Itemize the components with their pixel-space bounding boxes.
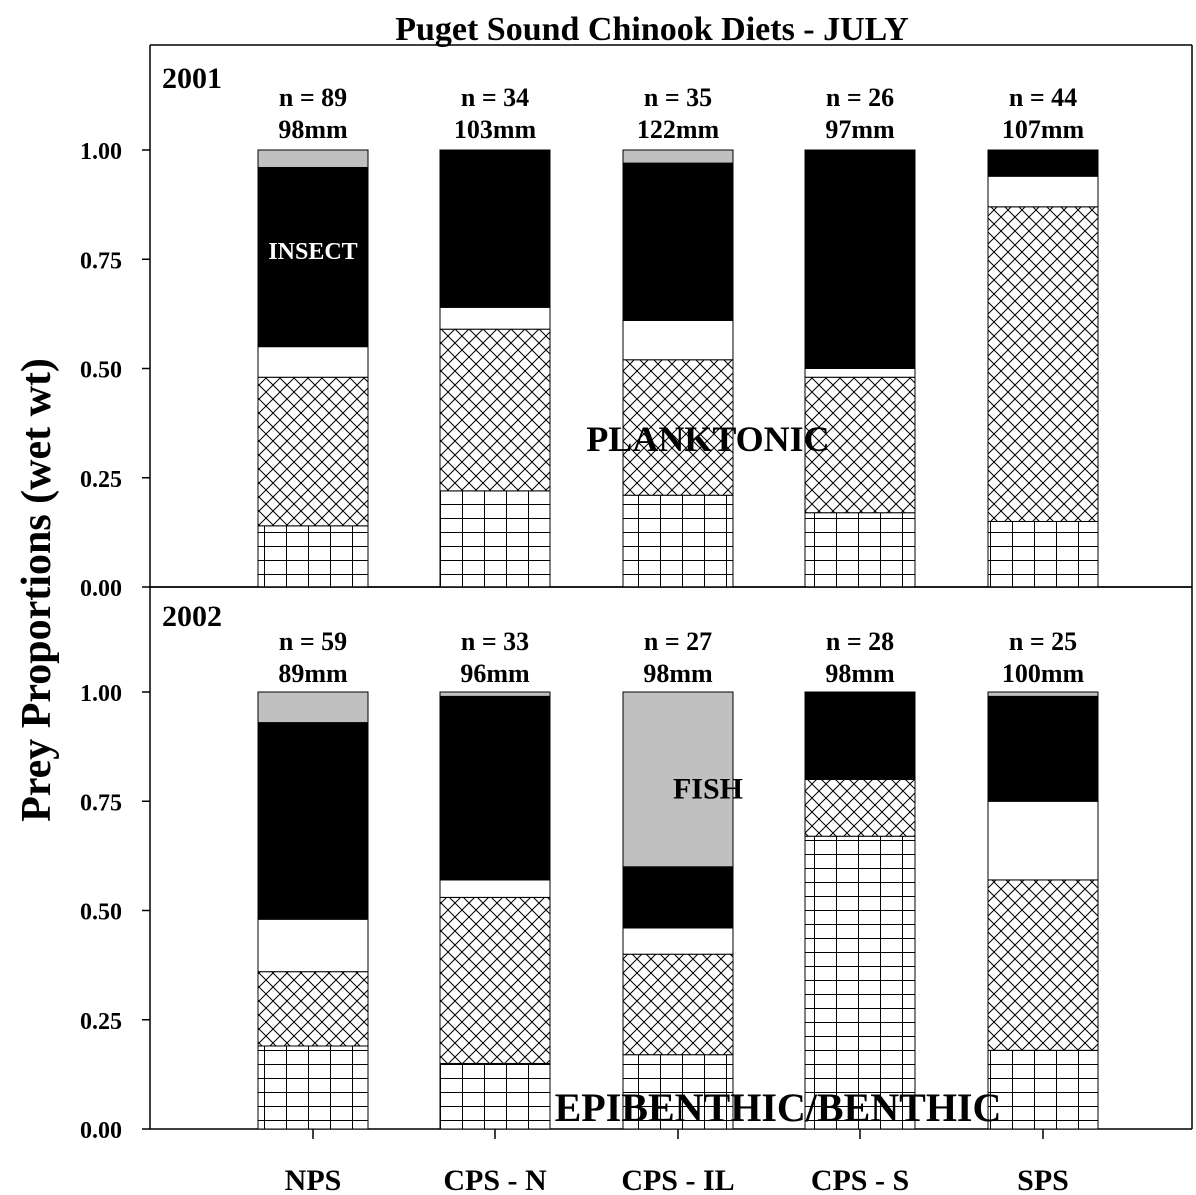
y-tick-label: 0.00 [80,576,122,602]
sample-size-label: n = 44 [1009,83,1077,112]
sample-size-label: n = 34 [461,83,529,112]
fish-length-label: 107mm [1002,115,1085,144]
bar-segment-nps-white [257,346,369,378]
bar-segment-sps-gray [987,691,1099,697]
fish-length-label: 89mm [278,659,348,688]
bar-segment-sps-crosshatch-pattern [987,206,1099,522]
sample-size-label: n = 27 [644,627,712,656]
fish-length-label: 122mm [637,115,720,144]
bar-segment-cps-s-crosshatch-pattern [804,376,916,514]
fish-length-label: 97mm [825,115,895,144]
bar-segment-cps-s-crosshatch-pattern [804,778,916,837]
x-tick-label-nps: NPS [285,1164,342,1195]
y-tick-label: 1.00 [80,681,122,707]
bar-segment-nps-gray [257,149,369,168]
bar-segment-cps-il-white [622,927,734,955]
bar-segment-cps-il-grid-pattern [622,494,734,588]
bar-segment-cps-n-grid-pattern [439,490,551,588]
y-tick-label: 1.00 [80,139,122,165]
bar-segment-nps-grid-pattern [257,525,369,588]
x-tick-label-sps: SPS [1017,1164,1069,1195]
bar-segment-cps-s-grid-pattern [804,512,916,588]
sample-size-label: n = 26 [826,83,894,112]
y-tick-label: 0.25 [80,1009,122,1035]
fish-length-label: 103mm [454,115,537,144]
y-tick-label: 0.25 [80,467,122,493]
y-tick-label: 0.50 [80,900,122,926]
y-axis-label: Prey Proportions (wet wt) [14,358,60,822]
bar-segment-sps-black [987,149,1099,177]
sample-size-label: n = 89 [279,83,347,112]
bar-segment-cps-n-crosshatch-pattern [439,328,551,492]
bar-segment-cps-n-crosshatch-pattern [439,896,551,1064]
sample-size-label: n = 25 [1009,627,1077,656]
bar-segment-nps-crosshatch-pattern [257,376,369,527]
sample-size-label: n = 35 [644,83,712,112]
y-tick-label: 0.75 [80,248,122,274]
fish-length-label: 98mm [643,659,713,688]
annotation-fish: FISH [673,773,743,806]
fish-length-label: 98mm [825,659,895,688]
bar-segment-cps-s-white [804,368,916,378]
x-tick-label-cps-il: CPS - IL [621,1164,734,1195]
annotation-planktonic: PLANKTONIC [586,419,829,459]
bar-segment-cps-il-white [622,319,734,361]
bar-segment-sps-white [987,175,1099,208]
panel-year-label: 2002 [162,600,222,633]
bar-segment-nps-black [257,722,369,920]
bar-segment-sps-grid-pattern [987,520,1099,588]
bar-segment-cps-il-crosshatch-pattern [622,359,734,496]
bar-segment-nps-gray [257,691,369,724]
bar-segment-nps-crosshatch-pattern [257,971,369,1047]
bar-segment-cps-s-black [804,691,916,780]
bar-segment-cps-s-black [804,149,916,369]
x-tick-label-cps-n: CPS - N [443,1164,547,1195]
bar-segment-cps-n-grid-pattern [439,1062,551,1130]
bar-segment-sps-grid-pattern [987,1049,1099,1130]
bar-segment-cps-il-black [622,162,734,321]
y-tick-label: 0.00 [80,1118,122,1144]
bar-segment-cps-n-black [439,149,551,308]
x-tick-label-cps-s: CPS - S [811,1164,909,1195]
sample-size-label: n = 28 [826,627,894,656]
fish-length-label: 100mm [1002,659,1085,688]
fish-length-label: 98mm [278,115,348,144]
sample-size-label: n = 33 [461,627,529,656]
bar-segment-sps-crosshatch-pattern [987,879,1099,1051]
bar-segment-cps-il-black [622,866,734,929]
chart-title: Puget Sound Chinook Diets - JULY [395,11,909,48]
bar-segment-cps-s-grid-pattern [804,835,916,1130]
panel-year-label: 2001 [162,62,222,95]
y-tick-label: 0.50 [80,358,122,384]
bar-segment-cps-n-white [439,879,551,898]
annotation-epibenthic-benthic: EPIBENTHIC/BENTHIC [555,1085,1002,1130]
bar-segment-cps-il-crosshatch-pattern [622,953,734,1056]
bar-segment-cps-il-gray [622,691,734,868]
y-tick-label: 0.75 [80,790,122,816]
bar-segment-cps-il-grid-pattern [622,1054,734,1130]
panel-2002: 0.00 0.25 0.50 0.75 1.00 2002 n = 59 89mm n = 33… [80,586,1193,1144]
bar-segment-cps-il-gray [622,149,734,164]
bar-segment-sps-white [987,800,1099,881]
fish-length-label: 96mm [460,659,530,688]
panel-2001: 0.00 0.25 0.50 0.75 1.00 2001 n = 89 98mm n = 34… [80,44,1193,602]
bar-segment-nps-white [257,918,369,973]
bar-segment-cps-n-black [439,695,551,881]
bar-segment-cps-n-white [439,306,551,330]
sample-size-label: n = 59 [279,627,347,656]
annotation-insect: INSECT [268,239,357,265]
x-axis: NPS CPS - N CPS - IL CPS - S SPS [285,1129,1069,1195]
bar-segment-sps-black [987,695,1099,802]
bar-segment-nps-grid-pattern [257,1045,369,1130]
bar-segment-cps-n-gray [439,691,551,697]
